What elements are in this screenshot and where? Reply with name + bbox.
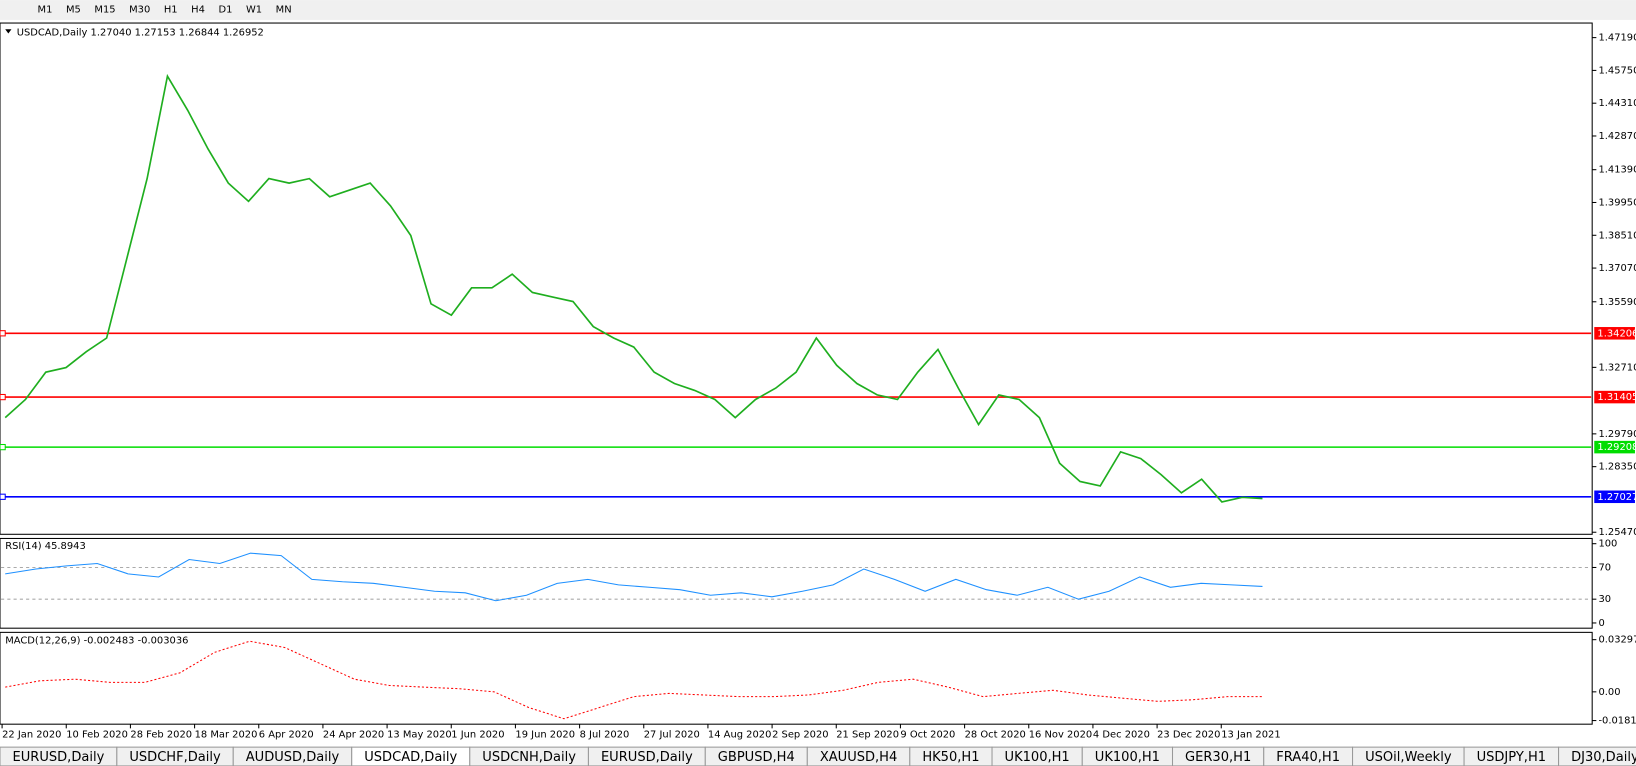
x-tick-label: 18 Mar 2020 bbox=[195, 730, 258, 741]
y-tick-label: 1.45750 bbox=[1598, 65, 1636, 76]
tab-label[interactable]: USDCHF,Daily bbox=[129, 750, 221, 765]
x-tick-label: 27 Jul 2020 bbox=[644, 730, 700, 741]
tab-label[interactable]: UK100,H1 bbox=[1005, 750, 1070, 765]
y-tick-label: 1.44310 bbox=[1598, 98, 1636, 109]
tab-label[interactable]: FRA40,H1 bbox=[1276, 750, 1340, 765]
x-tick-label: 28 Oct 2020 bbox=[965, 730, 1026, 741]
x-tick-label: 13 May 2020 bbox=[387, 730, 452, 741]
y-tick-label: 1.28350 bbox=[1598, 462, 1636, 473]
macd-title: MACD(12,26,9) -0.002483 -0.003036 bbox=[5, 636, 188, 647]
toolbar bbox=[0, 0, 1636, 20]
y-tick-label: 100 bbox=[1598, 539, 1617, 550]
y-tick-label: 30 bbox=[1598, 594, 1611, 605]
macd-panel bbox=[0, 631, 1593, 725]
timeframe-button[interactable]: H1 bbox=[164, 4, 178, 15]
tab-label[interactable]: USOil,Weekly bbox=[1365, 750, 1452, 765]
y-tick-label: 1.32710 bbox=[1598, 362, 1636, 373]
y-tick-label: 1.29790 bbox=[1598, 429, 1636, 440]
macd-signal-line bbox=[5, 640, 1263, 720]
x-tick-label: 1 Jun 2020 bbox=[451, 730, 504, 741]
level-marker bbox=[0, 393, 6, 401]
y-tick-label: 1.41390 bbox=[1598, 165, 1636, 176]
rsi-title: RSI(14) 45.8943 bbox=[5, 541, 86, 552]
y-tick-label: 1.42870 bbox=[1598, 131, 1636, 142]
x-tick-label: 28 Feb 2020 bbox=[130, 730, 192, 741]
tab-label[interactable]: USDJPY,H1 bbox=[1477, 750, 1546, 765]
x-tick-label: 6 Apr 2020 bbox=[259, 730, 314, 741]
timeframe-button[interactable]: H4 bbox=[191, 4, 205, 15]
level-label-box bbox=[1594, 327, 1635, 340]
level-label-box bbox=[1594, 390, 1635, 404]
x-tick-label: 16 Nov 2020 bbox=[1029, 730, 1092, 741]
rsi-line bbox=[5, 552, 1263, 602]
x-tick-label: 24 Apr 2020 bbox=[323, 730, 384, 741]
tab-label[interactable]: XAUUSD,H4 bbox=[820, 750, 897, 765]
tab-label[interactable]: DJ30,Daily bbox=[1571, 750, 1636, 765]
tab-label[interactable]: USDCAD,Daily bbox=[364, 750, 457, 765]
y-tick-label: 1.37070 bbox=[1598, 263, 1636, 274]
x-tick-label: 22 Jan 2020 bbox=[2, 730, 61, 741]
x-tick-label: 23 Dec 2020 bbox=[1157, 730, 1220, 741]
level-label: 1.29208 bbox=[1597, 442, 1636, 453]
tab-label[interactable]: USDCNH,Daily bbox=[482, 750, 576, 765]
main-panel bbox=[0, 22, 1593, 535]
y-tick-label: 1.39950 bbox=[1598, 197, 1636, 208]
timeframe-button[interactable]: M5 bbox=[66, 4, 81, 15]
chart-title: USDCAD,Daily 1.27040 1.27153 1.26844 1.2… bbox=[17, 27, 264, 38]
x-tick-label: 21 Sep 2020 bbox=[836, 730, 899, 741]
x-tick-label: 19 Jun 2020 bbox=[515, 730, 575, 741]
level-label-box bbox=[1594, 440, 1635, 454]
y-tick-label: 1.35590 bbox=[1598, 297, 1636, 308]
tab-label[interactable]: GBPUSD,H4 bbox=[718, 750, 795, 765]
timeframe-button[interactable]: D1 bbox=[219, 4, 233, 15]
x-tick-label: 4 Dec 2020 bbox=[1093, 730, 1150, 741]
title-arrow bbox=[5, 29, 12, 34]
y-tick-label: 0.00 bbox=[1598, 687, 1620, 698]
y-tick-label: 0 bbox=[1598, 618, 1604, 629]
level-marker bbox=[0, 443, 6, 451]
x-tick-label: 2 Sep 2020 bbox=[772, 730, 828, 741]
tab-label[interactable]: EURUSD,Daily bbox=[13, 750, 105, 765]
rsi-panel bbox=[0, 537, 1593, 629]
timeframe-button[interactable]: M15 bbox=[94, 4, 115, 15]
level-label-box bbox=[1594, 490, 1635, 504]
y-tick-label: 1.25470 bbox=[1598, 527, 1636, 538]
level-label: 1.27027 bbox=[1597, 492, 1636, 503]
timeframe-button[interactable]: MN bbox=[276, 4, 292, 15]
x-tick-label: 14 Aug 2020 bbox=[708, 730, 771, 741]
level-marker bbox=[0, 493, 6, 500]
level-label: 1.34206 bbox=[1597, 328, 1636, 339]
y-tick-label: 1.47190 bbox=[1598, 33, 1636, 44]
tab-label[interactable]: UK100,H1 bbox=[1095, 750, 1160, 765]
tab-label[interactable]: AUDUSD,Daily bbox=[246, 750, 340, 765]
x-tick-label: 10 Feb 2020 bbox=[66, 730, 128, 741]
timeframe-button[interactable]: W1 bbox=[246, 4, 262, 15]
level-label: 1.31405 bbox=[1597, 392, 1636, 403]
tab-label[interactable]: EURUSD,Daily bbox=[601, 750, 693, 765]
tab-label[interactable]: HK50,H1 bbox=[922, 750, 979, 765]
price-line bbox=[4, 73, 1263, 503]
tab-label[interactable]: GER30,H1 bbox=[1185, 750, 1251, 765]
x-tick-label: 9 Oct 2020 bbox=[900, 730, 955, 741]
y-tick-label: 1.38510 bbox=[1598, 230, 1636, 241]
y-tick-label: 70 bbox=[1598, 562, 1611, 573]
level-marker bbox=[0, 330, 6, 337]
y-tick-label: 0.032972 bbox=[1598, 635, 1636, 646]
timeframe-button[interactable]: M1 bbox=[38, 4, 53, 15]
timeframe-button[interactable]: M30 bbox=[129, 4, 150, 15]
x-tick-label: 13 Jan 2021 bbox=[1221, 730, 1280, 741]
x-tick-label: 8 Jul 2020 bbox=[580, 730, 630, 741]
y-tick-label: -0.018154 bbox=[1598, 716, 1636, 727]
